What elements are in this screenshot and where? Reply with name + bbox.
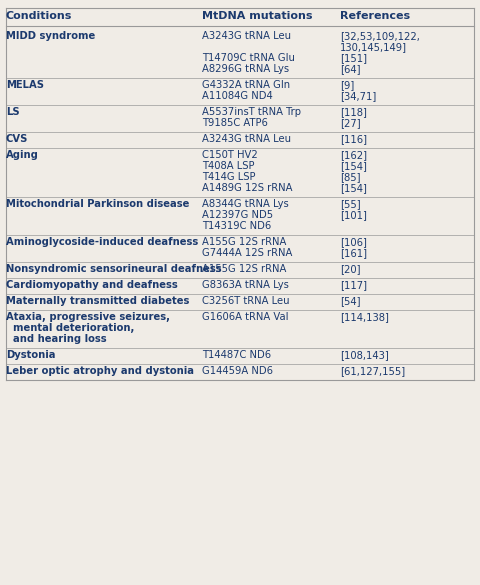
Text: Conditions: Conditions [6,11,72,21]
Text: [34,71]: [34,71] [340,91,376,101]
Text: References: References [340,11,410,21]
Text: [55]: [55] [340,199,360,209]
Text: MIDD syndrome: MIDD syndrome [6,31,95,41]
Text: [54]: [54] [340,296,360,306]
Text: Cardiomyopathy and deafness: Cardiomyopathy and deafness [6,280,178,290]
Text: [85]: [85] [340,172,360,182]
Text: C150T HV2: C150T HV2 [202,150,258,160]
Text: Leber optic atrophy and dystonia: Leber optic atrophy and dystonia [6,366,194,376]
Text: G8363A tRNA Lys: G8363A tRNA Lys [202,280,289,290]
Text: Aging: Aging [6,150,39,160]
Text: mental deterioration,: mental deterioration, [6,323,134,333]
Text: CVS: CVS [6,134,28,144]
Text: A1489G 12S rRNA: A1489G 12S rRNA [202,183,292,193]
Text: [162]: [162] [340,150,367,160]
Text: [9]: [9] [340,80,354,90]
Text: [101]: [101] [340,210,367,220]
Text: A3243G tRNA Leu: A3243G tRNA Leu [202,31,291,41]
Text: [154]: [154] [340,183,367,193]
Text: A3243G tRNA Leu: A3243G tRNA Leu [202,134,291,144]
Text: LS: LS [6,107,20,117]
Text: [116]: [116] [340,134,367,144]
Text: T14487C ND6: T14487C ND6 [202,350,271,360]
Text: and hearing loss: and hearing loss [6,334,107,344]
Text: Maternally transmitted diabetes: Maternally transmitted diabetes [6,296,190,306]
Text: A155G 12S rRNA: A155G 12S rRNA [202,264,287,274]
Text: T14709C tRNA Glu: T14709C tRNA Glu [202,53,295,63]
Text: [20]: [20] [340,264,360,274]
Text: 130,145,149]: 130,145,149] [340,42,407,52]
Text: G14459A ND6: G14459A ND6 [202,366,273,376]
Text: A8344G tRNA Lys: A8344G tRNA Lys [202,199,289,209]
Text: [106]: [106] [340,237,367,247]
Text: T408A LSP: T408A LSP [202,161,254,171]
Text: Dystonia: Dystonia [6,350,56,360]
Text: A155G 12S rRNA: A155G 12S rRNA [202,237,287,247]
Text: [27]: [27] [340,118,360,128]
Text: Ataxia, progressive seizures,: Ataxia, progressive seizures, [6,312,170,322]
Text: [64]: [64] [340,64,360,74]
Text: MtDNA mutations: MtDNA mutations [202,11,312,21]
Text: A8296G tRNA Lys: A8296G tRNA Lys [202,64,289,74]
Text: [114,138]: [114,138] [340,312,389,322]
Text: [32,53,109,122,: [32,53,109,122, [340,31,420,41]
Text: Aminoglycoside-induced deafness: Aminoglycoside-induced deafness [6,237,198,247]
Text: [61,127,155]: [61,127,155] [340,366,405,376]
Text: A11084G ND4: A11084G ND4 [202,91,273,101]
Text: [117]: [117] [340,280,367,290]
Text: [151]: [151] [340,53,367,63]
Text: Nonsyndromic sensorineural deafness: Nonsyndromic sensorineural deafness [6,264,222,274]
Text: G4332A tRNA Gln: G4332A tRNA Gln [202,80,290,90]
Text: [118]: [118] [340,107,367,117]
Text: A12397G ND5: A12397G ND5 [202,210,273,220]
Text: G1606A tRNA Val: G1606A tRNA Val [202,312,288,322]
Text: MELAS: MELAS [6,80,44,90]
Text: A5537insT tRNA Trp: A5537insT tRNA Trp [202,107,301,117]
Text: [108,143]: [108,143] [340,350,389,360]
Text: [161]: [161] [340,248,367,258]
Text: Mitochondrial Parkinson disease: Mitochondrial Parkinson disease [6,199,190,209]
Text: [154]: [154] [340,161,367,171]
Text: G7444A 12S rRNA: G7444A 12S rRNA [202,248,292,258]
Text: T14319C ND6: T14319C ND6 [202,221,271,231]
Text: C3256T tRNA Leu: C3256T tRNA Leu [202,296,289,306]
Text: T9185C ATP6: T9185C ATP6 [202,118,268,128]
Text: T414G LSP: T414G LSP [202,172,255,182]
